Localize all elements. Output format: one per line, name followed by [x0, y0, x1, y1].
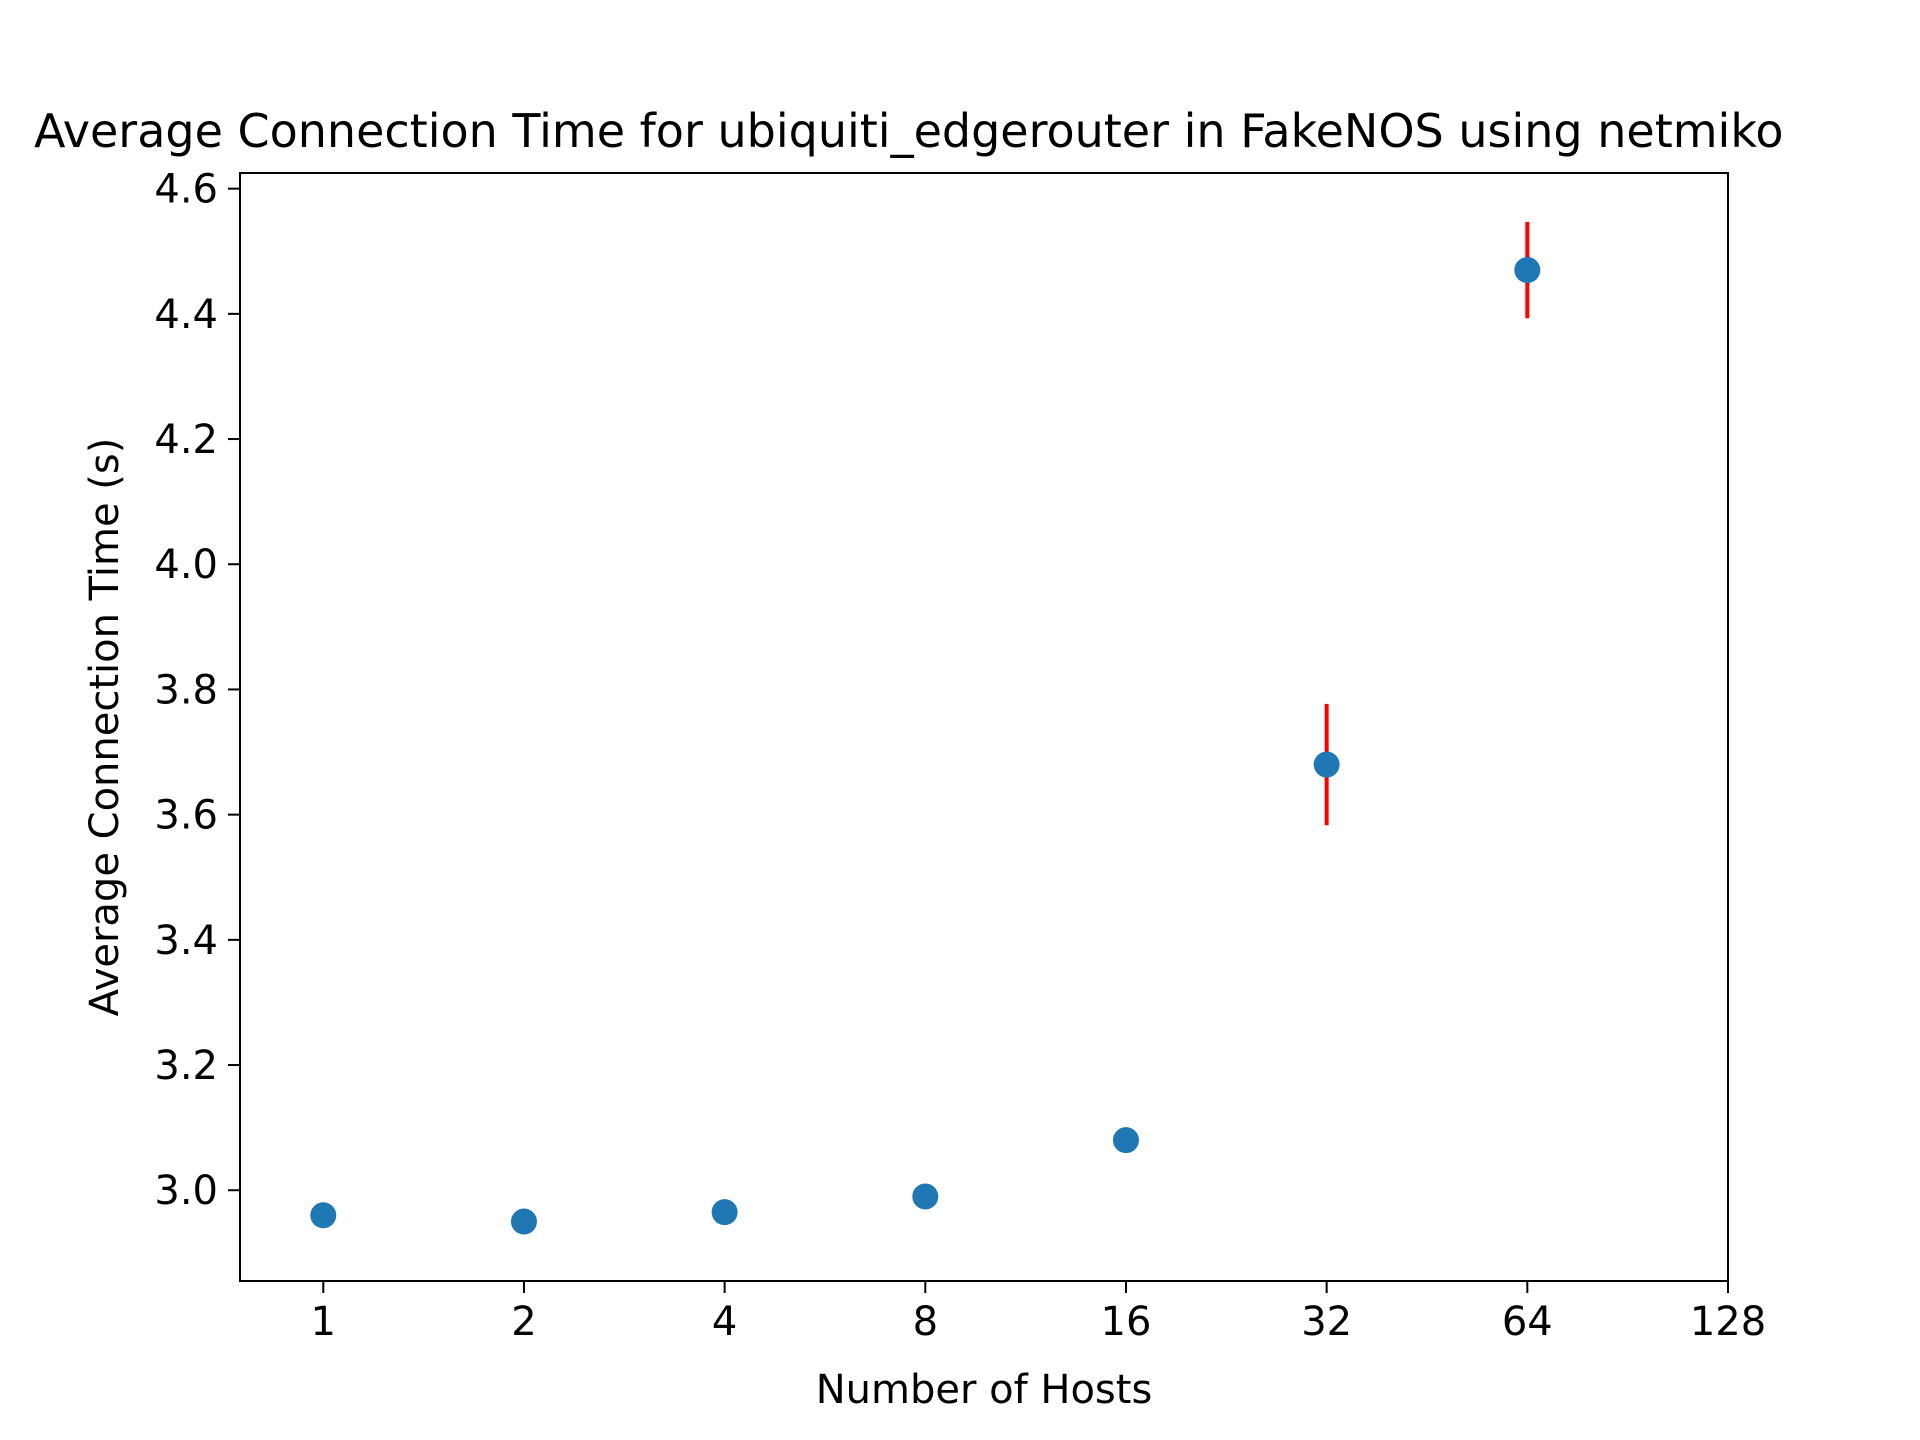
y-tick-label: 4.2: [154, 417, 218, 463]
y-tick-label: 4.0: [154, 542, 218, 588]
y-tick-label: 3.4: [154, 918, 218, 964]
y-axis-label: Average Connection Time (s): [82, 438, 128, 1017]
y-axis: 3.0 3.2 3.4 3.6 3.8 4.0 4.2 4.4 4.6: [154, 167, 240, 1214]
x-tick-label: 8: [913, 1299, 938, 1345]
y-tick-label: 3.8: [154, 667, 218, 713]
data-point: [912, 1183, 939, 1210]
x-tick-label: 128: [1690, 1299, 1766, 1345]
y-tick-label: 3.2: [154, 1043, 218, 1089]
data-points: [310, 257, 1541, 1235]
data-point: [711, 1199, 738, 1226]
x-tick-label: 64: [1502, 1299, 1553, 1345]
y-tick-label: 3.6: [154, 793, 218, 839]
x-tick-label: 32: [1301, 1299, 1352, 1345]
data-point: [310, 1202, 337, 1229]
x-tick-label: 4: [712, 1299, 737, 1345]
y-tick-label: 4.6: [154, 167, 218, 213]
y-tick-label: 4.4: [154, 292, 218, 338]
y-tick-label: 3.0: [154, 1168, 218, 1214]
error-bars: [321, 221, 1530, 1225]
x-axis-label: Number of Hosts: [816, 1367, 1153, 1413]
x-tick-label: 2: [511, 1299, 536, 1345]
data-point: [1514, 257, 1541, 284]
x-tick-label: 1: [311, 1299, 336, 1345]
x-axis: 1 2 4 8 16 32 64 128: [311, 1281, 1766, 1345]
chart-title: Average Connection Time for ubiquiti_edg…: [34, 104, 1783, 158]
x-tick-label: 16: [1101, 1299, 1152, 1345]
data-point: [510, 1208, 537, 1235]
data-point: [1112, 1127, 1139, 1154]
plot-area-frame: [239, 172, 1729, 1282]
data-point: [1313, 751, 1340, 778]
